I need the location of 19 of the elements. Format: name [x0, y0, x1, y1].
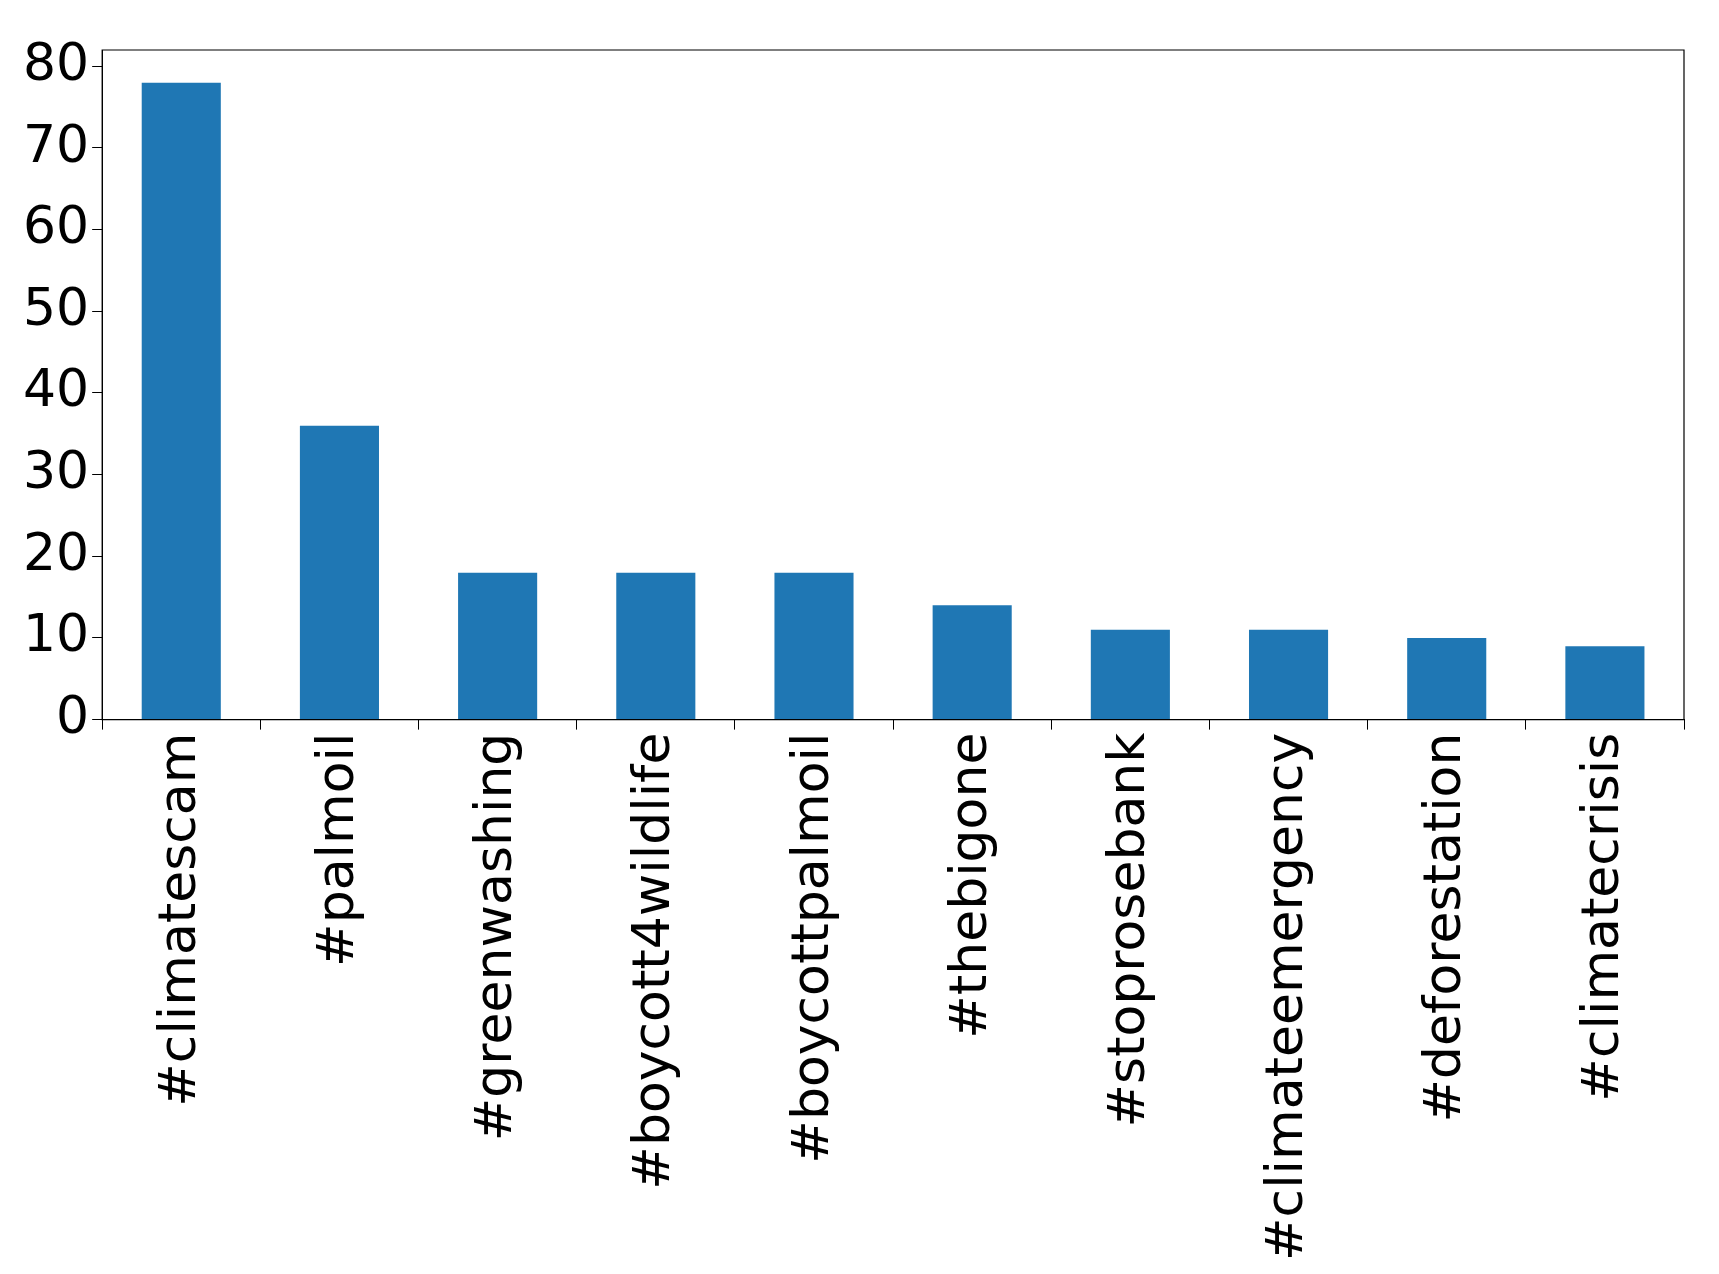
- y-tick-label: 40: [23, 358, 90, 419]
- y-tick-label: 20: [23, 521, 90, 582]
- x-tick-label: #palmoil: [304, 732, 365, 967]
- x-tick-label: #climatescam: [146, 732, 207, 1107]
- y-tick-label: 70: [23, 113, 90, 174]
- x-tick-label: #deforestation: [1412, 732, 1473, 1123]
- x-tick-label: #greenwashing: [463, 732, 524, 1142]
- y-tick-label: 30: [23, 440, 90, 501]
- y-tick-label: 80: [23, 31, 90, 92]
- y-tick-label: 50: [23, 276, 90, 337]
- y-tick-label: 60: [23, 195, 90, 256]
- y-tick-label: 0: [56, 685, 90, 746]
- x-tick-label: #climatecrisis: [1570, 732, 1631, 1102]
- x-tick-label: #boycottpalmoil: [779, 732, 840, 1164]
- x-tick-label: #climateemergency: [1254, 732, 1315, 1262]
- x-tick-label: #boycott4wildlife: [621, 732, 682, 1190]
- x-tick-label: #stoprosebank: [1095, 732, 1156, 1128]
- y-tick-label: 10: [23, 603, 90, 664]
- x-tick-label: #thebigone: [937, 732, 998, 1039]
